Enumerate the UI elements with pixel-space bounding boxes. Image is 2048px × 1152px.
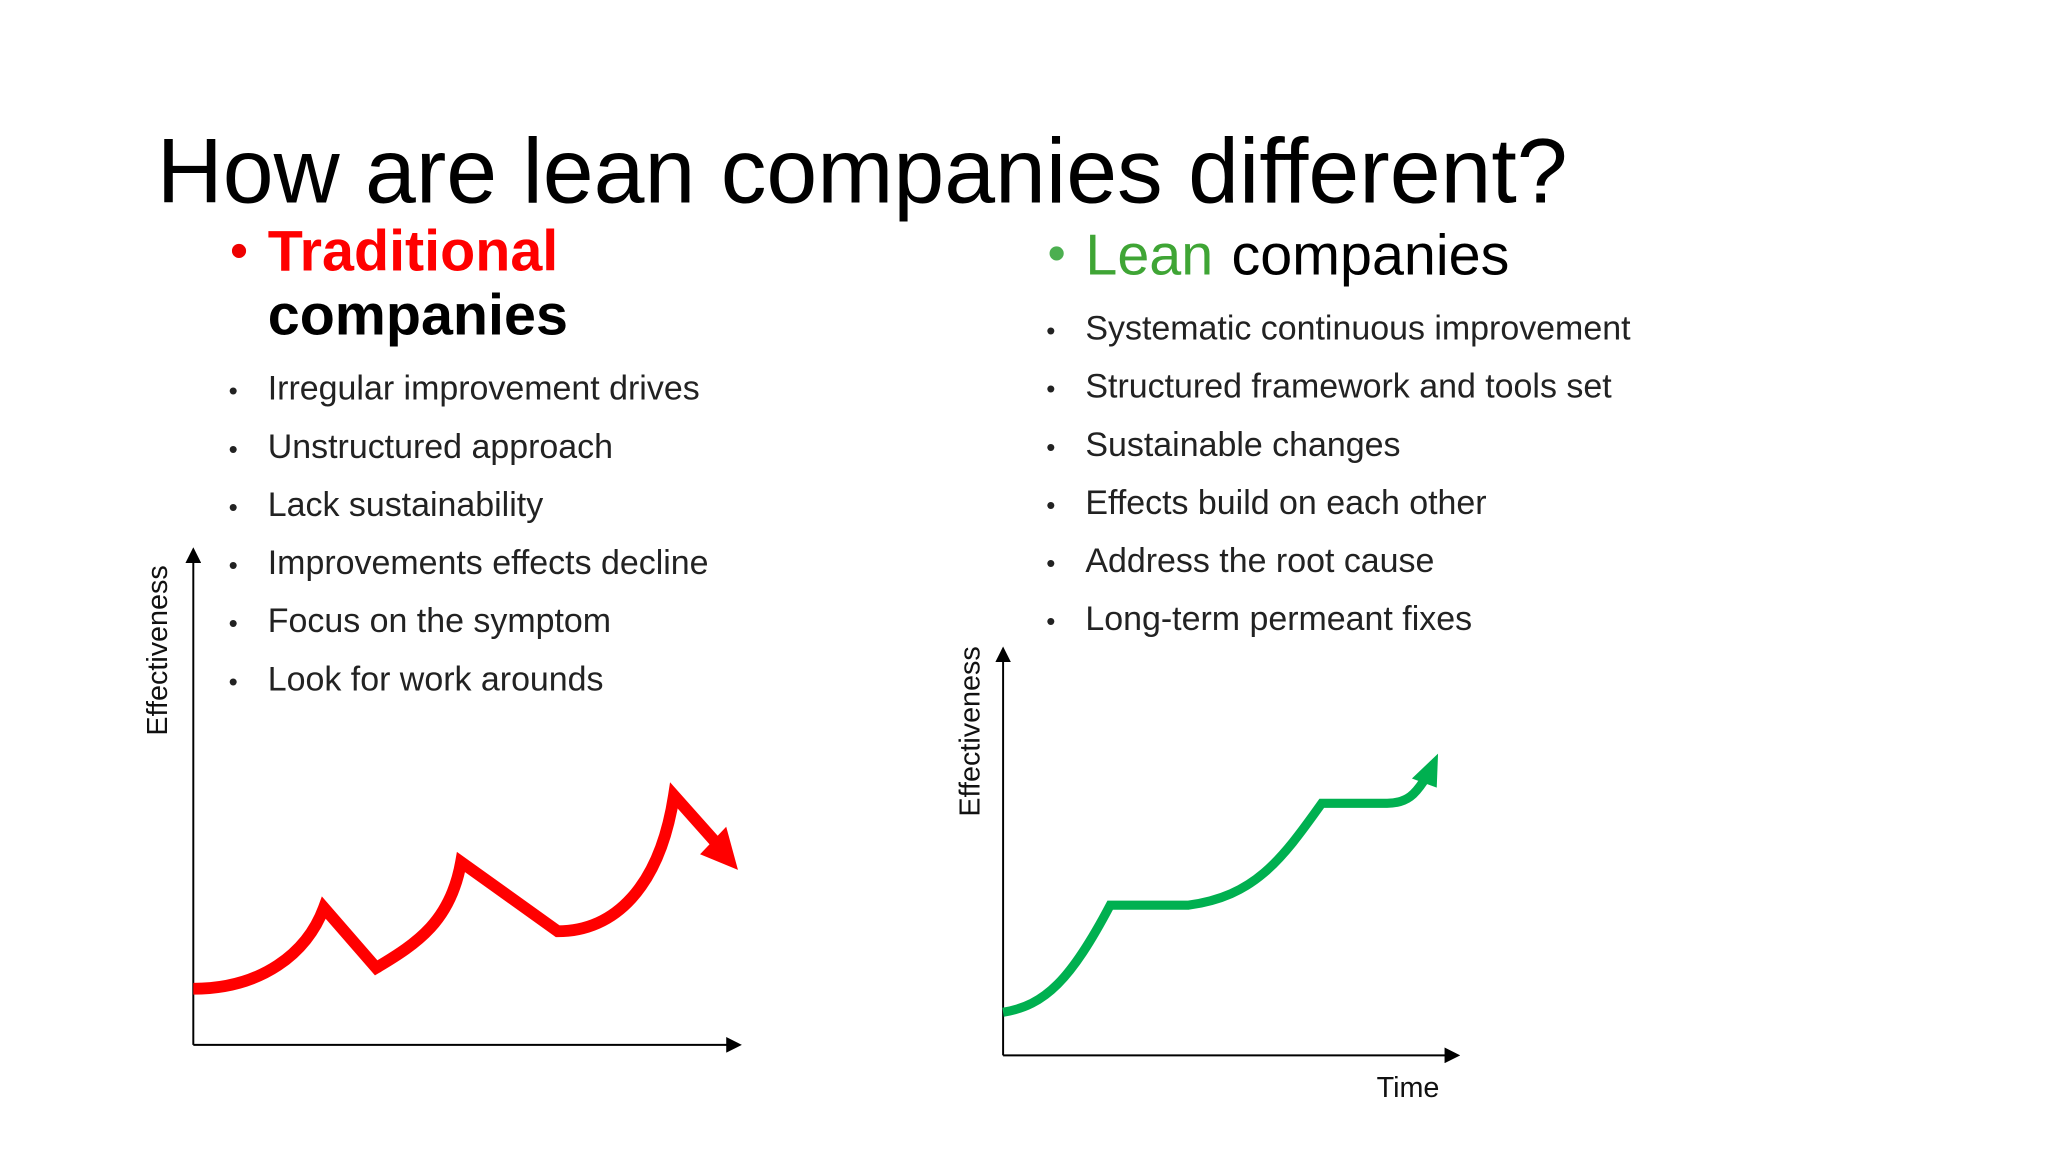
arrowhead bbox=[1411, 753, 1439, 788]
heading: Lean companies bbox=[1085, 223, 1509, 287]
bullet-text: Long-term permeant fixes bbox=[1085, 600, 1472, 638]
y-axis-label: Effectiveness bbox=[955, 646, 987, 816]
y-axis-label: Effectiveness bbox=[142, 565, 174, 735]
bullet: • bbox=[1046, 316, 1055, 346]
bullet: • bbox=[229, 376, 238, 406]
bullet-text: Structured framework and tools set bbox=[1085, 368, 1612, 406]
bullet-list: • Irregular improvement drives • Unstructur… bbox=[229, 370, 709, 699]
heading-rest: companies bbox=[268, 283, 568, 347]
bullet: • bbox=[229, 434, 238, 464]
bullet: • bbox=[1046, 548, 1055, 578]
bullet: • bbox=[1048, 224, 1066, 282]
bullet-text: Look for work arounds bbox=[268, 660, 604, 698]
bullet: • bbox=[229, 550, 238, 580]
bullet-text: Effects build on each other bbox=[1085, 484, 1486, 522]
bullet: • bbox=[230, 222, 248, 280]
arrowhead bbox=[700, 826, 738, 870]
heading-rest: companies bbox=[1231, 223, 1509, 287]
bullet: • bbox=[1046, 374, 1055, 404]
bullet-text: Unstructured approach bbox=[268, 428, 613, 466]
trend-curve bbox=[193, 782, 721, 995]
trend-curve bbox=[1002, 778, 1428, 1017]
bullet: • bbox=[1046, 432, 1055, 462]
x-axis-label: Time bbox=[1377, 1072, 1440, 1104]
slide-title: How are lean companies different? bbox=[157, 120, 1568, 222]
bullet: • bbox=[229, 666, 238, 696]
bullet-text: Improvements effects decline bbox=[268, 544, 709, 582]
bullet: • bbox=[1046, 490, 1055, 520]
bullet-text: Address the root cause bbox=[1085, 542, 1434, 580]
bullet-list: • Systematic continuous improvement • Struc… bbox=[1046, 310, 1631, 639]
bullet-text: Irregular improvement drives bbox=[268, 370, 700, 408]
bullet: • bbox=[229, 492, 238, 522]
bullet-text: Sustainable changes bbox=[1085, 426, 1400, 464]
bullet-text: Lack sustainability bbox=[268, 486, 543, 524]
bullet: • bbox=[229, 608, 238, 638]
heading-highlight: Traditional bbox=[268, 219, 559, 283]
bullet-text: Focus on the symptom bbox=[268, 602, 611, 640]
bullet-text: Systematic continuous improvement bbox=[1085, 310, 1631, 348]
heading-highlight: Lean bbox=[1085, 223, 1213, 287]
bullet: • bbox=[1046, 606, 1055, 636]
